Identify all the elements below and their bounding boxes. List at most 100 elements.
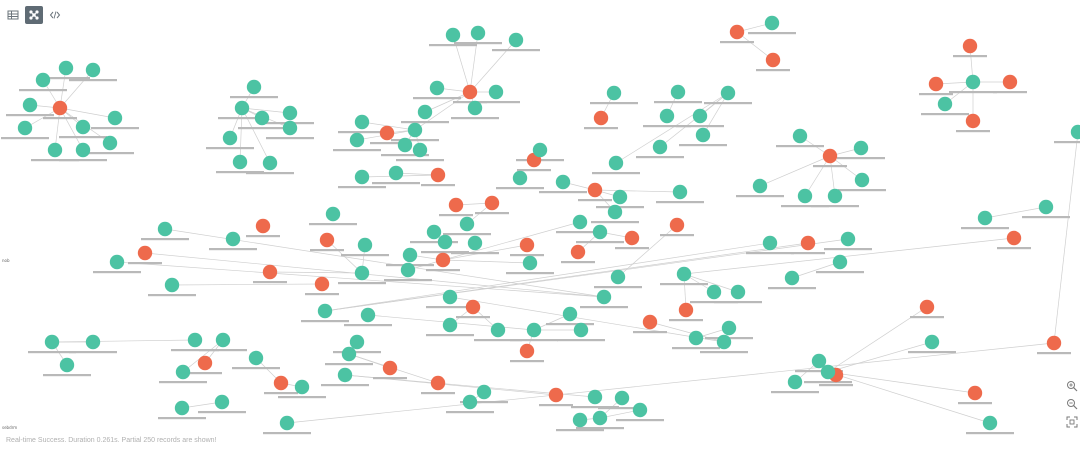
company-node[interactable]	[572, 412, 588, 428]
company-node[interactable]	[317, 303, 333, 319]
company-node[interactable]	[476, 384, 492, 400]
person-node[interactable]	[1002, 74, 1018, 90]
company-node[interactable]	[214, 394, 230, 410]
person-node[interactable]	[669, 217, 685, 233]
person-node[interactable]	[822, 148, 838, 164]
person-node[interactable]	[765, 52, 781, 68]
person-node[interactable]	[430, 167, 446, 183]
company-node[interactable]	[59, 357, 75, 373]
person-node[interactable]	[382, 360, 398, 376]
company-node[interactable]	[730, 284, 746, 300]
company-node[interactable]	[174, 400, 190, 416]
company-node[interactable]	[215, 332, 231, 348]
person-node[interactable]	[678, 302, 694, 318]
person-node[interactable]	[137, 245, 153, 261]
company-node[interactable]	[442, 289, 458, 305]
company-node[interactable]	[706, 284, 722, 300]
person-node[interactable]	[262, 264, 278, 280]
company-node[interactable]	[437, 234, 453, 250]
company-node[interactable]	[676, 266, 692, 282]
company-node[interactable]	[400, 262, 416, 278]
company-node[interactable]	[797, 188, 813, 204]
company-node[interactable]	[612, 189, 628, 205]
person-node[interactable]	[1006, 230, 1022, 246]
company-node[interactable]	[606, 85, 622, 101]
person-node[interactable]	[379, 125, 395, 141]
company-node[interactable]	[573, 322, 589, 338]
company-node[interactable]	[555, 174, 571, 190]
company-node[interactable]	[58, 60, 74, 76]
person-node[interactable]	[448, 197, 464, 213]
company-node[interactable]	[688, 330, 704, 346]
company-node[interactable]	[232, 154, 248, 170]
company-node[interactable]	[282, 120, 298, 136]
company-node[interactable]	[349, 132, 365, 148]
company-node[interactable]	[764, 15, 780, 31]
company-node[interactable]	[924, 334, 940, 350]
company-node[interactable]	[490, 322, 506, 338]
company-node[interactable]	[592, 410, 608, 426]
company-node[interactable]	[412, 142, 428, 158]
company-node[interactable]	[85, 62, 101, 78]
person-node[interactable]	[52, 100, 68, 116]
company-node[interactable]	[35, 72, 51, 88]
person-node[interactable]	[642, 314, 658, 330]
company-node[interactable]	[854, 172, 870, 188]
company-node[interactable]	[417, 104, 433, 120]
company-node[interactable]	[659, 108, 675, 124]
person-node[interactable]	[587, 182, 603, 198]
company-node[interactable]	[459, 216, 475, 232]
person-node[interactable]	[314, 276, 330, 292]
company-node[interactable]	[17, 120, 33, 136]
company-node[interactable]	[632, 402, 648, 418]
company-node[interactable]	[522, 255, 538, 271]
company-node[interactable]	[349, 334, 365, 350]
company-node[interactable]	[157, 221, 173, 237]
company-node[interactable]	[325, 206, 341, 222]
company-node[interactable]	[470, 25, 486, 41]
company-node[interactable]	[853, 140, 869, 156]
table-view-button[interactable]	[4, 6, 22, 24]
code-view-button[interactable]	[46, 6, 64, 24]
person-node[interactable]	[548, 387, 564, 403]
company-node[interactable]	[792, 128, 808, 144]
company-node[interactable]	[670, 84, 686, 100]
company-node[interactable]	[246, 79, 262, 95]
company-node[interactable]	[282, 105, 298, 121]
company-node[interactable]	[75, 119, 91, 135]
person-node[interactable]	[962, 38, 978, 54]
company-node[interactable]	[462, 394, 478, 410]
company-node[interactable]	[187, 332, 203, 348]
company-node[interactable]	[1038, 199, 1054, 215]
company-node[interactable]	[787, 374, 803, 390]
company-node[interactable]	[222, 130, 238, 146]
person-node[interactable]	[624, 230, 640, 246]
person-node[interactable]	[519, 343, 535, 359]
company-node[interactable]	[429, 80, 445, 96]
company-node[interactable]	[354, 265, 370, 281]
company-node[interactable]	[508, 32, 524, 48]
company-node[interactable]	[397, 137, 413, 153]
company-node[interactable]	[587, 389, 603, 405]
company-node[interactable]	[341, 346, 357, 362]
company-node[interactable]	[279, 415, 295, 431]
company-node[interactable]	[695, 127, 711, 143]
zoom-out-icon[interactable]	[1066, 398, 1078, 410]
company-node[interactable]	[225, 231, 241, 247]
company-node[interactable]	[388, 165, 404, 181]
company-node[interactable]	[532, 142, 548, 158]
person-node[interactable]	[570, 244, 586, 260]
company-node[interactable]	[965, 74, 981, 90]
company-node[interactable]	[85, 334, 101, 350]
company-node[interactable]	[572, 214, 588, 230]
company-node[interactable]	[592, 224, 608, 240]
person-node[interactable]	[1046, 335, 1062, 351]
company-node[interactable]	[407, 122, 423, 138]
company-node[interactable]	[254, 110, 270, 126]
company-node[interactable]	[354, 169, 370, 185]
company-node[interactable]	[720, 85, 736, 101]
company-node[interactable]	[784, 270, 800, 286]
company-node[interactable]	[402, 247, 418, 263]
company-node[interactable]	[840, 231, 856, 247]
